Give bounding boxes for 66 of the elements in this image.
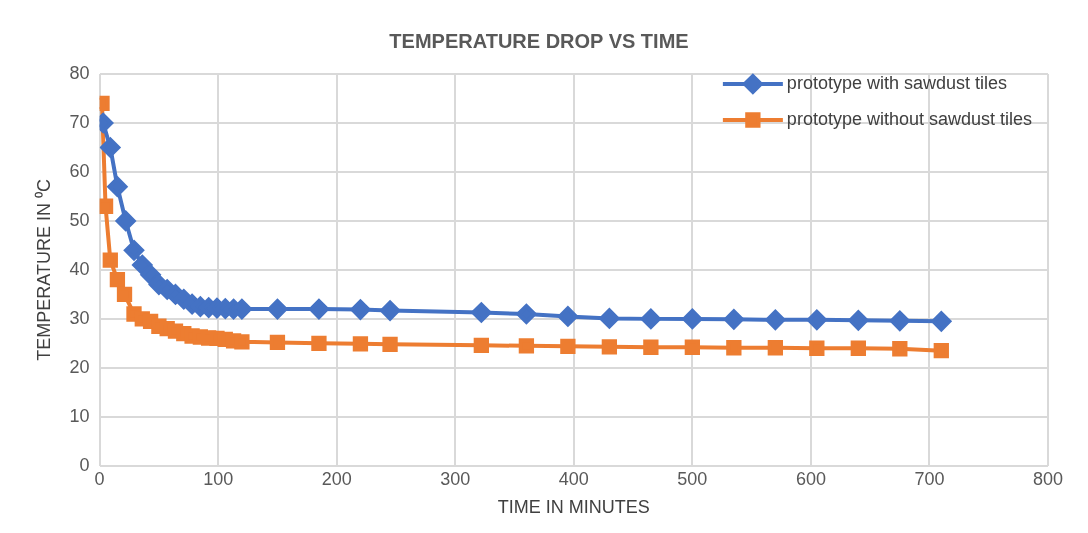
point (140, 264, 161, 285)
y-tick-label: 70 (69, 111, 90, 132)
y-axis-title: TEMPERATURE IN ⁰C (33, 179, 54, 361)
point (806, 309, 827, 330)
point (99, 198, 114, 214)
point (269, 334, 286, 351)
point (352, 336, 369, 352)
point (726, 340, 742, 356)
point (102, 252, 118, 268)
x-tick-label: 300 (440, 468, 471, 489)
point (601, 339, 618, 355)
x-axis-title: TIME IN MINUTES (497, 497, 650, 518)
point (640, 308, 661, 329)
x-tick-label: 100 (203, 468, 234, 489)
point (850, 340, 866, 356)
point (350, 299, 371, 320)
point (116, 286, 133, 303)
point (723, 309, 744, 330)
point (933, 343, 949, 359)
point (560, 338, 576, 354)
point (599, 308, 620, 329)
point (267, 299, 288, 320)
x-tick-label: 600 (795, 468, 826, 489)
point (767, 340, 783, 356)
point (809, 340, 825, 356)
y-tick-label: 10 (69, 405, 90, 426)
point (518, 338, 535, 354)
point (889, 310, 910, 331)
y-tick-label: 0 (79, 454, 90, 475)
chart-title: TEMPERATURE DROP VS TIME (389, 29, 689, 52)
point (931, 311, 952, 332)
point (382, 336, 398, 352)
point (684, 339, 701, 355)
point (892, 341, 908, 357)
point (311, 335, 327, 352)
y-tick-label: 30 (69, 307, 90, 328)
point (473, 337, 489, 353)
legend-label: prototype with sawdust tiles (786, 72, 1007, 93)
point (643, 339, 659, 355)
x-tick-label: 500 (677, 468, 708, 489)
point (765, 309, 786, 330)
y-tick-label: 20 (69, 356, 90, 377)
x-tick-label: 400 (558, 468, 589, 489)
point (516, 303, 537, 324)
x-tick-label: 800 (1032, 468, 1064, 489)
point (124, 240, 144, 261)
x-tick-label: 200 (321, 468, 352, 489)
point (100, 137, 121, 158)
point (107, 176, 128, 197)
legend-label: prototype without sawdust tiles (786, 108, 1033, 129)
point (380, 300, 401, 321)
point (682, 308, 703, 329)
x-tick-label: 0 (94, 468, 105, 489)
y-tick-label: 80 (69, 62, 90, 83)
y-tick-label: 60 (69, 160, 90, 181)
point (308, 299, 329, 320)
y-tick-label: 40 (69, 258, 90, 279)
point (848, 310, 869, 331)
point (557, 306, 578, 327)
x-tick-label: 700 (914, 468, 945, 489)
point (234, 334, 250, 350)
point (109, 272, 126, 288)
point (115, 210, 136, 231)
y-tick-label: 50 (69, 209, 90, 230)
point (471, 302, 492, 323)
point (132, 255, 153, 275)
